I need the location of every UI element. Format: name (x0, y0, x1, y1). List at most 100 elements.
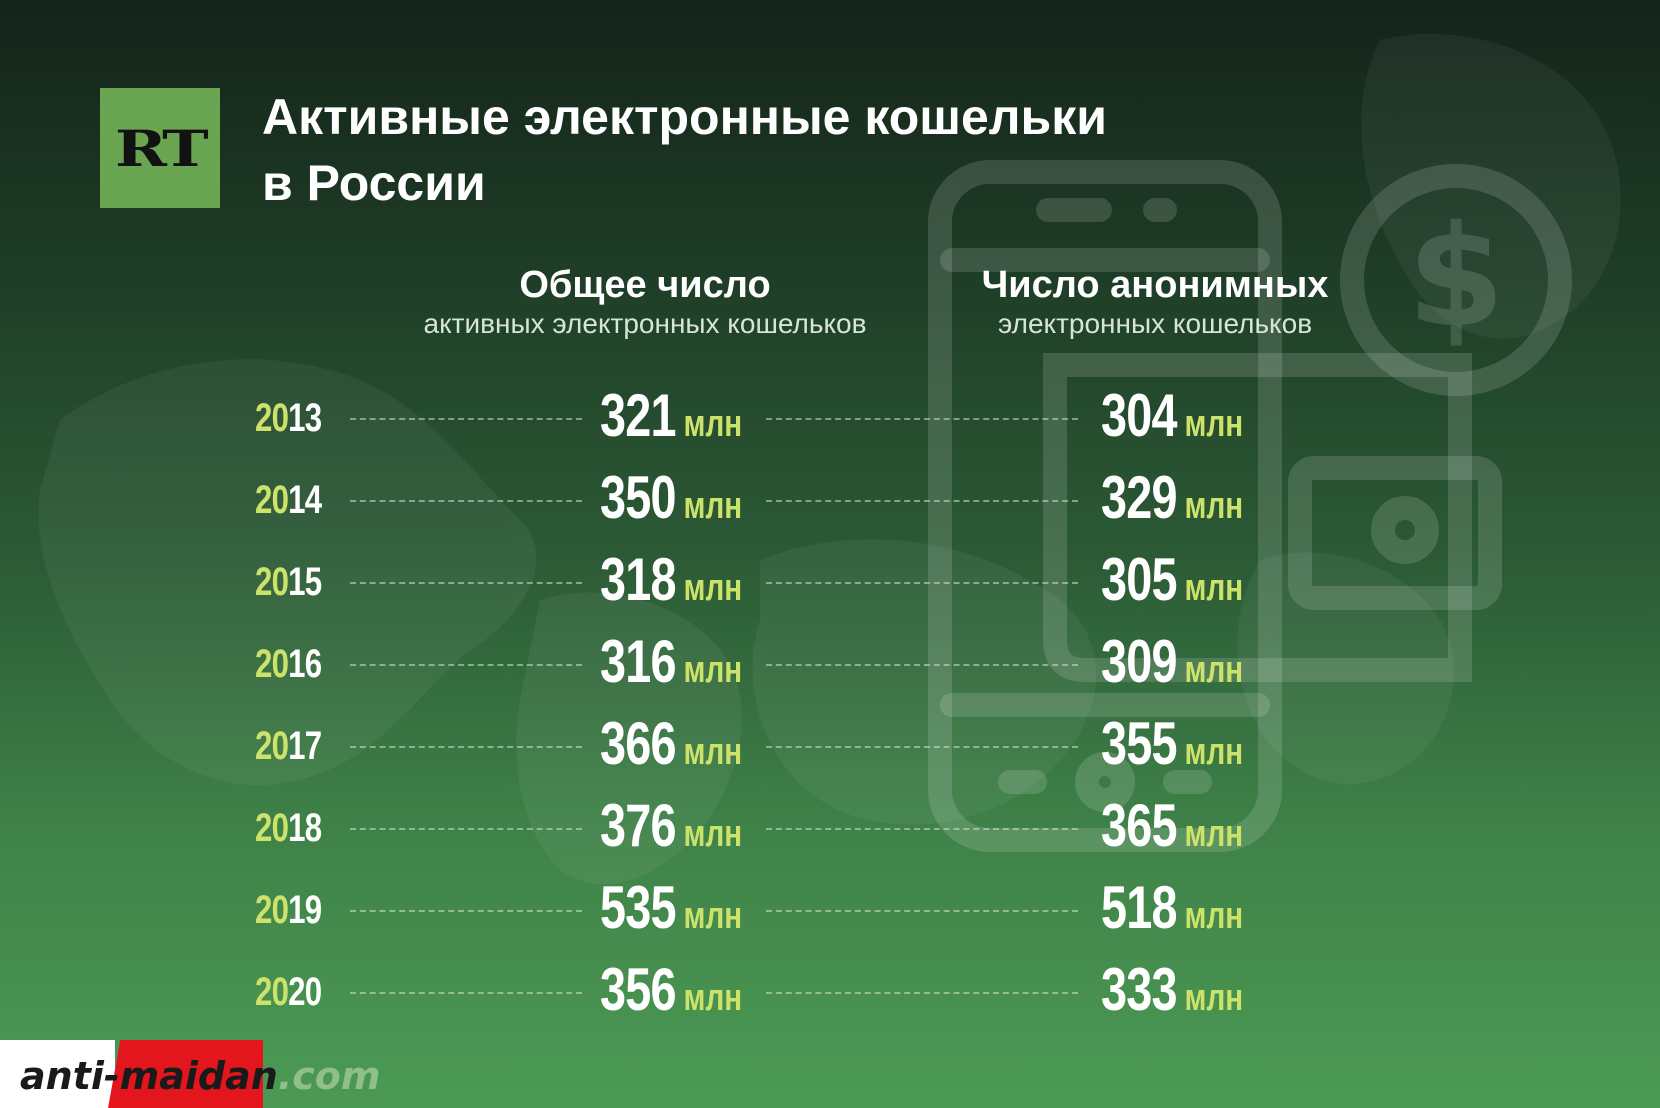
column-header-total-subtitle: активных электронных кошельков (423, 308, 867, 339)
value-unit: млн (683, 567, 743, 609)
value-number: 333 (1101, 956, 1178, 1023)
value-total: 316 млн (600, 630, 742, 694)
value-anonymous: 309 млн (1101, 630, 1243, 694)
value-anonymous: 305 млн (1101, 548, 1243, 612)
dashed-leader (766, 746, 1078, 748)
year-label-prefix: 20 (255, 724, 289, 768)
value-unit: млн (1184, 977, 1244, 1019)
year-label-suffix: 15 (288, 560, 322, 604)
dashed-leader (350, 992, 582, 994)
value-unit: млн (1184, 485, 1244, 527)
year-label: 2017 (255, 722, 322, 770)
year-label-suffix: 14 (288, 478, 322, 522)
value-anonymous: 333 млн (1101, 958, 1243, 1022)
value-number: 309 (1101, 628, 1178, 695)
value-unit: млн (683, 403, 743, 445)
year-label-suffix: 13 (288, 396, 322, 440)
value-number: 321 (600, 382, 677, 449)
dollar-sign-icon: $ (1407, 196, 1504, 359)
value-unit: млн (1184, 895, 1244, 937)
value-unit: млн (683, 649, 743, 691)
value-total: 356 млн (600, 958, 742, 1022)
value-number: 350 (600, 464, 677, 531)
value-number: 305 (1101, 546, 1178, 613)
value-number: 376 (600, 792, 677, 859)
watermark-red-block (108, 1040, 263, 1108)
dashed-leader (766, 418, 1078, 420)
value-total: 376 млн (600, 794, 742, 858)
value-number: 356 (600, 956, 677, 1023)
dashed-leader (766, 910, 1078, 912)
value-total: 366 млн (600, 712, 742, 776)
table-row: 2019 535 млн 518 млн (0, 876, 1660, 940)
value-number: 329 (1101, 464, 1178, 531)
value-number: 366 (600, 710, 677, 777)
year-label-suffix: 19 (288, 888, 322, 932)
smartphone-icon (928, 160, 1282, 852)
value-anonymous: 365 млн (1101, 794, 1243, 858)
dashed-leader (766, 500, 1078, 502)
year-label: 2014 (255, 476, 322, 524)
year-label: 2013 (255, 394, 322, 442)
table-row: 2014 350 млн 329 млн (0, 466, 1660, 530)
value-number: 316 (600, 628, 677, 695)
table-row: 2018 376 млн 365 млн (0, 794, 1660, 858)
watermark-part-2: maidan (119, 1054, 278, 1098)
table-row: 2016 316 млн 309 млн (0, 630, 1660, 694)
page-title: Активные электронные кошельки в России (262, 84, 1107, 216)
year-label-suffix: 18 (288, 806, 322, 850)
value-number: 535 (600, 874, 677, 941)
rt-logo-text: RT (115, 118, 209, 178)
value-anonymous: 355 млн (1101, 712, 1243, 776)
value-anonymous: 329 млн (1101, 466, 1243, 530)
watermark: anti-maidan.com (0, 1040, 381, 1108)
value-unit: млн (683, 485, 743, 527)
value-total: 318 млн (600, 548, 742, 612)
dashed-leader (766, 828, 1078, 830)
table-row: 2013 321 млн 304 млн (0, 384, 1660, 448)
year-label: 2016 (255, 640, 322, 688)
year-label: 2019 (255, 886, 322, 934)
year-label: 2015 (255, 558, 322, 606)
dashed-leader (350, 418, 582, 420)
dashed-leader (350, 910, 582, 912)
dollar-coin-icon (1340, 164, 1572, 396)
year-label-prefix: 20 (255, 806, 289, 850)
table-row: 2015 318 млн 305 млн (0, 548, 1660, 612)
year-label-prefix: 20 (255, 970, 289, 1014)
value-unit: млн (1184, 403, 1244, 445)
value-number: 304 (1101, 382, 1178, 449)
dashed-leader (766, 582, 1078, 584)
rt-logo: RT (100, 88, 220, 208)
year-label-prefix: 20 (255, 888, 289, 932)
year-label: 2018 (255, 804, 322, 852)
dashed-leader (350, 500, 582, 502)
year-label: 2020 (255, 968, 322, 1016)
year-label-prefix: 20 (255, 642, 289, 686)
value-number: 355 (1101, 710, 1178, 777)
value-unit: млн (1184, 649, 1244, 691)
value-unit: млн (1184, 731, 1244, 773)
dashed-leader (766, 664, 1078, 666)
value-total: 535 млн (600, 876, 742, 940)
year-label-suffix: 20 (288, 970, 322, 1014)
value-number: 318 (600, 546, 677, 613)
value-unit: млн (683, 895, 743, 937)
value-unit: млн (683, 977, 743, 1019)
value-unit: млн (683, 731, 743, 773)
year-label-suffix: 17 (288, 724, 322, 768)
value-number: 518 (1101, 874, 1178, 941)
column-header-anonymous-subtitle: электронных кошельков (997, 308, 1313, 339)
dashed-leader (766, 992, 1078, 994)
value-number: 365 (1101, 792, 1178, 859)
value-anonymous: 518 млн (1101, 876, 1243, 940)
title-line-2: в России (262, 155, 486, 211)
value-unit: млн (1184, 813, 1244, 855)
dashed-leader (350, 746, 582, 748)
watermark-text: anti-maidan.com (20, 1054, 381, 1098)
column-header-total-title: Общее число (519, 264, 771, 306)
column-header-total: Общее число активных электронных кошельк… (365, 262, 925, 340)
value-unit: млн (1184, 567, 1244, 609)
value-total: 350 млн (600, 466, 742, 530)
